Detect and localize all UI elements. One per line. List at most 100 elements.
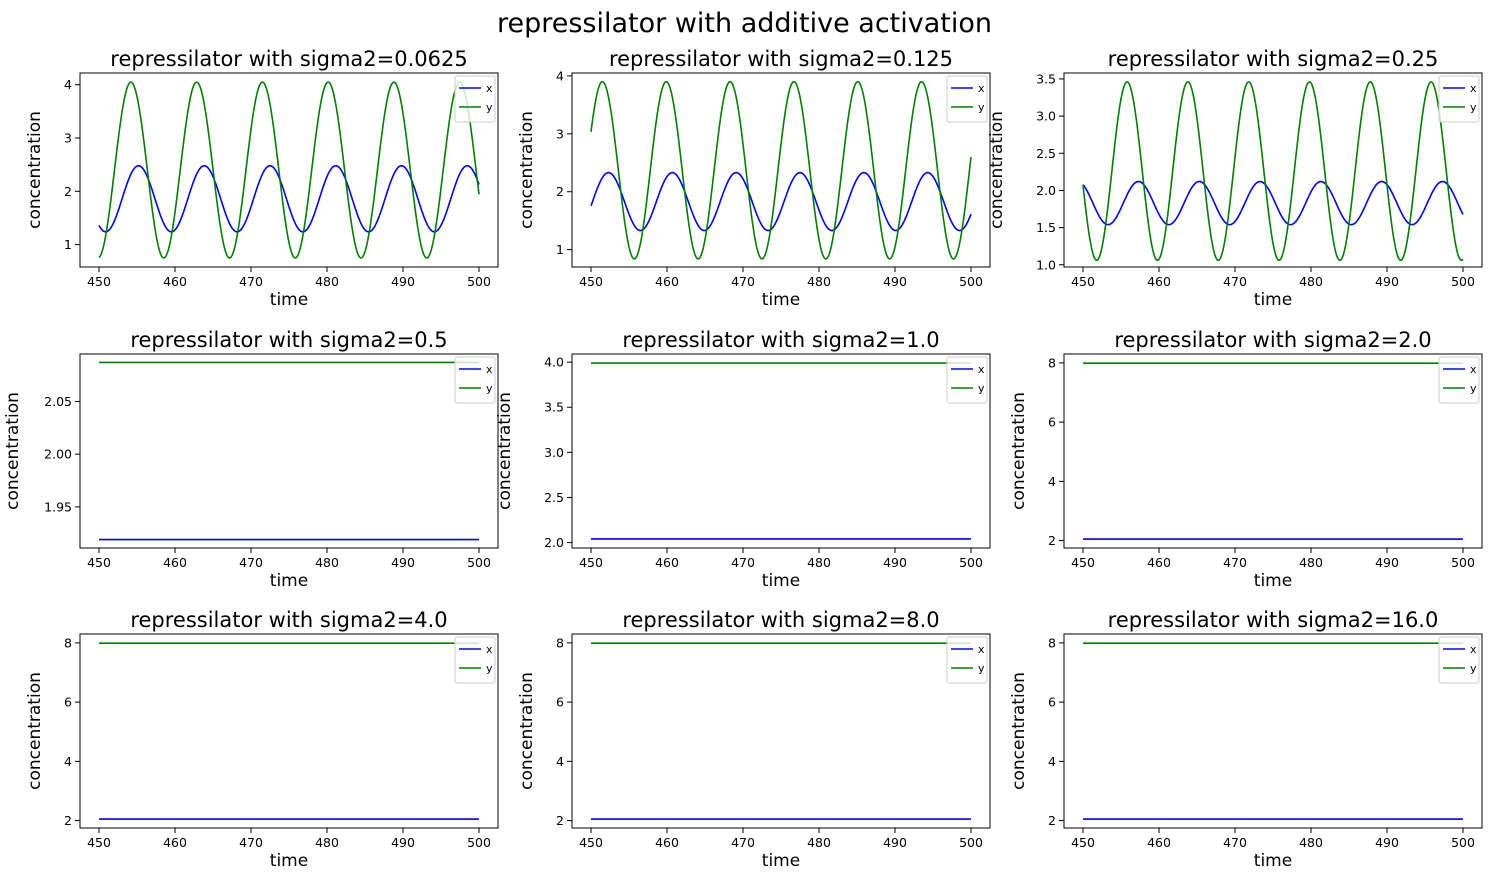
x-tick-label: 500 [467, 555, 491, 570]
y-tick-label: 1.0 [1036, 257, 1056, 272]
legend-label-y: y [978, 662, 985, 675]
y-tick-label: 1.5 [1036, 220, 1056, 235]
legend-label-x: x [1470, 82, 1477, 95]
x-tick-label: 480 [315, 555, 339, 570]
subplot: repressilator with sigma2=0.0625 time conc… [25, 47, 499, 310]
y-tick-label: 2.00 [44, 447, 72, 462]
series-line-x [590, 171, 972, 232]
series-line-x [1082, 180, 1464, 226]
x-tick-label: 460 [1147, 274, 1171, 289]
x-tick-label: 480 [1299, 555, 1323, 570]
x-axis-label: time [1254, 851, 1292, 871]
subplot-title: repressilator with sigma2=2.0 [1114, 328, 1431, 352]
legend-label-x: x [486, 363, 493, 376]
legend-label-y: y [486, 382, 493, 395]
y-tick-label: 2.05 [44, 394, 72, 409]
plot-frame [79, 353, 499, 549]
x-axis-label: time [762, 571, 800, 591]
series-line-y [590, 80, 972, 260]
x-tick-label: 490 [391, 835, 415, 850]
y-tick-label: 2.0 [1036, 183, 1056, 198]
x-axis-label: time [1254, 290, 1292, 310]
legend-label-y: y [486, 101, 493, 114]
y-tick-label: 2 [1048, 533, 1056, 548]
legend-label-x: x [486, 643, 493, 656]
x-axis-label: time [270, 851, 308, 871]
subplot-title: repressilator with sigma2=0.25 [1108, 47, 1439, 71]
x-tick-label: 470 [1223, 835, 1247, 850]
y-tick-label: 2.5 [544, 490, 564, 505]
x-tick-label: 480 [807, 555, 831, 570]
y-axis-label: concentration [517, 111, 537, 229]
subplot: repressilator with sigma2=16.0 time concen… [1009, 608, 1483, 871]
x-tick-label: 470 [239, 555, 263, 570]
series-line-x [98, 164, 480, 233]
x-tick-label: 460 [163, 835, 187, 850]
x-tick-label: 490 [883, 555, 907, 570]
x-tick-label: 470 [1223, 274, 1247, 289]
subplot-title: repressilator with sigma2=8.0 [622, 608, 939, 632]
legend: xy [946, 75, 988, 123]
plot-frame [79, 633, 499, 829]
x-tick-label: 470 [731, 835, 755, 850]
y-tick-label: 3.0 [544, 445, 564, 460]
x-tick-label: 480 [315, 274, 339, 289]
legend-label-x: x [1470, 363, 1477, 376]
x-tick-label: 460 [655, 835, 679, 850]
x-tick-label: 490 [1375, 835, 1399, 850]
y-tick-label: 8 [64, 635, 72, 650]
plot-frame [571, 72, 991, 268]
y-tick-label: 3 [556, 126, 564, 141]
y-axis-label: concentration [987, 111, 1007, 229]
x-tick-label: 460 [1147, 835, 1171, 850]
subplot: repressilator with sigma2=0.25 time concen… [987, 47, 1483, 310]
legend-label-y: y [978, 101, 985, 114]
plot-frame [1063, 353, 1483, 549]
legend-label-x: x [486, 82, 493, 95]
legend-label-y: y [978, 382, 985, 395]
y-tick-label: 8 [556, 635, 564, 650]
x-tick-label: 480 [1299, 835, 1323, 850]
x-tick-label: 470 [239, 274, 263, 289]
x-tick-label: 450 [1071, 274, 1095, 289]
x-tick-label: 460 [163, 274, 187, 289]
x-tick-label: 480 [315, 835, 339, 850]
x-tick-label: 480 [807, 835, 831, 850]
legend-label-y: y [1470, 662, 1477, 675]
y-axis-label: concentration [25, 111, 45, 229]
x-tick-label: 450 [579, 274, 603, 289]
plot-frame [1063, 633, 1483, 829]
y-tick-label: 2 [1048, 813, 1056, 828]
x-tick-label: 460 [655, 274, 679, 289]
x-tick-label: 500 [467, 274, 491, 289]
x-tick-label: 500 [1451, 274, 1475, 289]
subplot: repressilator with sigma2=1.0 time concent… [495, 328, 991, 591]
x-tick-label: 490 [883, 835, 907, 850]
subplot-title: repressilator with sigma2=0.0625 [110, 47, 467, 71]
figure-title: repressilator with additive activation [497, 8, 992, 39]
y-tick-label: 1.95 [44, 499, 72, 514]
plot-frame [571, 353, 991, 549]
y-axis-label: concentration [1009, 672, 1029, 790]
plot-frame [571, 633, 991, 829]
x-tick-label: 480 [807, 274, 831, 289]
series-line-y [1082, 81, 1464, 262]
x-tick-label: 450 [579, 835, 603, 850]
y-tick-label: 6 [1048, 695, 1056, 710]
x-tick-label: 450 [1071, 835, 1095, 850]
legend-label-x: x [1470, 643, 1477, 656]
y-tick-label: 3.5 [544, 400, 564, 415]
x-tick-label: 450 [87, 555, 111, 570]
legend-label-y: y [1470, 382, 1477, 395]
y-tick-label: 4 [556, 68, 564, 83]
subplot-title: repressilator with sigma2=16.0 [1108, 608, 1439, 632]
legend-label-x: x [978, 643, 985, 656]
y-axis-label: concentration [1009, 392, 1029, 510]
subplots: repressilator with sigma2=0.0625 time conc… [3, 47, 1483, 871]
y-tick-label: 3 [64, 131, 72, 146]
x-axis-label: time [762, 290, 800, 310]
y-tick-label: 2 [64, 184, 72, 199]
y-tick-label: 4 [556, 754, 564, 769]
legend: xy [946, 636, 988, 684]
